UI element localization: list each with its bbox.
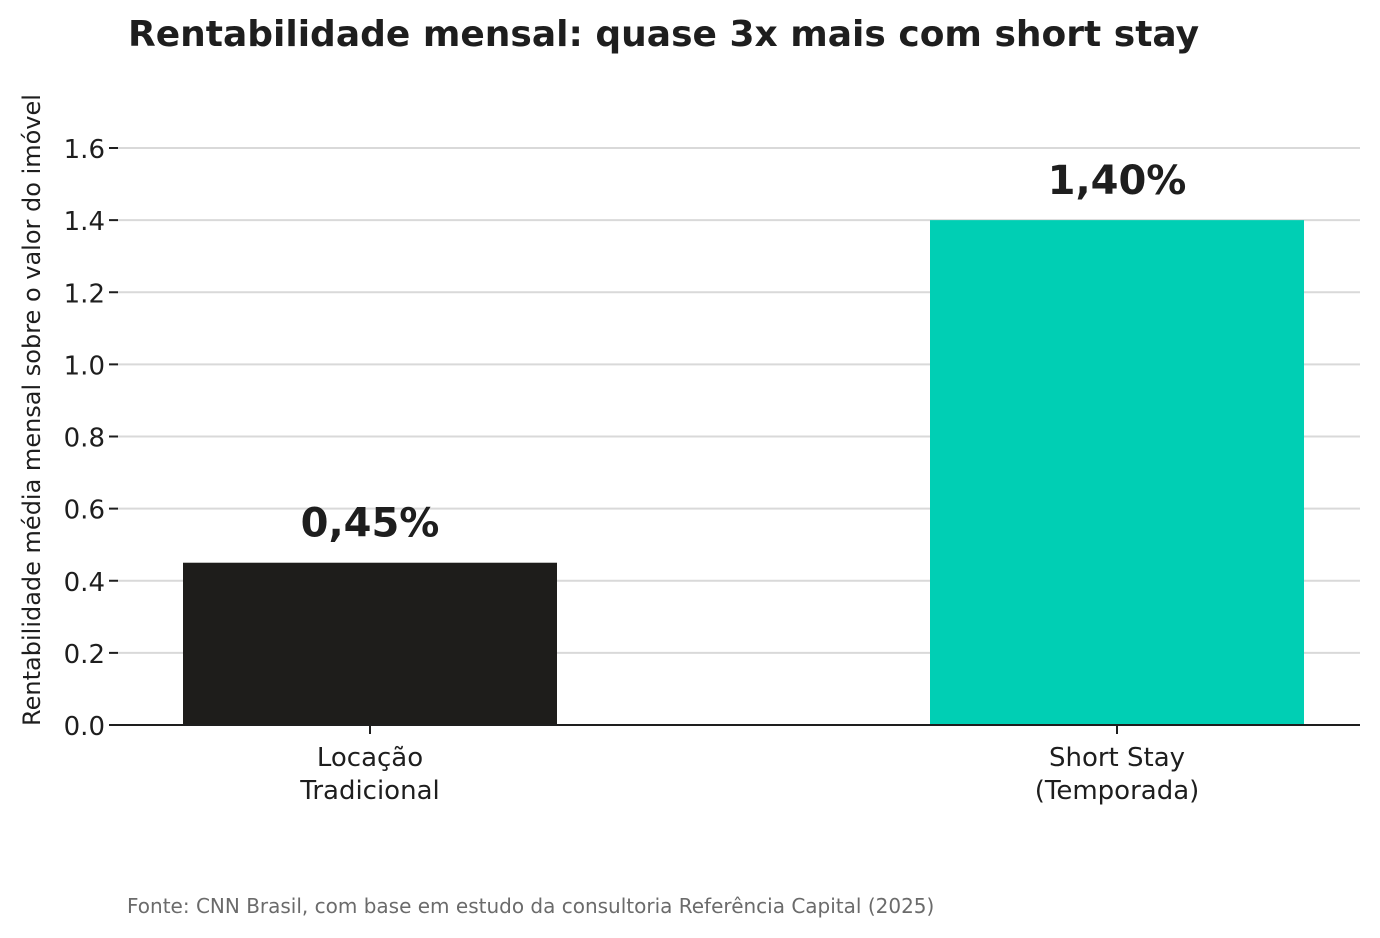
y-tick-label: 1.4 <box>64 207 105 237</box>
y-tick-label: 0.0 <box>64 712 105 742</box>
bars <box>183 220 1304 725</box>
data-label: 1,40% <box>1048 158 1187 204</box>
x-tick-label-locacao-tradicional: Locação Tradicional <box>300 743 440 806</box>
y-tick-label: 0.2 <box>64 640 105 670</box>
bar <box>930 220 1304 725</box>
y-axis-label: Rentabilidade média mensal sobre o valor… <box>18 94 46 726</box>
y-tick-label: 1.6 <box>64 135 105 165</box>
data-label: 0,45% <box>301 501 440 547</box>
x-tick-label-short-stay: Short Stay (Temporada) <box>1034 743 1200 806</box>
chart-title: Rentabilidade mensal: quase 3x mais com … <box>128 14 1200 55</box>
y-tick-label: 1.2 <box>64 279 105 309</box>
data-labels: 0,45% 1,40% <box>301 158 1187 547</box>
y-tick-label: 0.8 <box>64 424 105 454</box>
bar <box>183 562 557 725</box>
y-tick-label: 0.6 <box>64 496 105 526</box>
y-tick-label: 0.4 <box>64 568 105 598</box>
source-note: Fonte: CNN Brasil, com base em estudo da… <box>127 894 935 918</box>
y-axis-ticks: 0.0 0.2 0.4 0.6 0.8 1.0 1.2 1.4 1.6 <box>64 135 1118 742</box>
y-tick-label: 1.0 <box>64 351 105 381</box>
